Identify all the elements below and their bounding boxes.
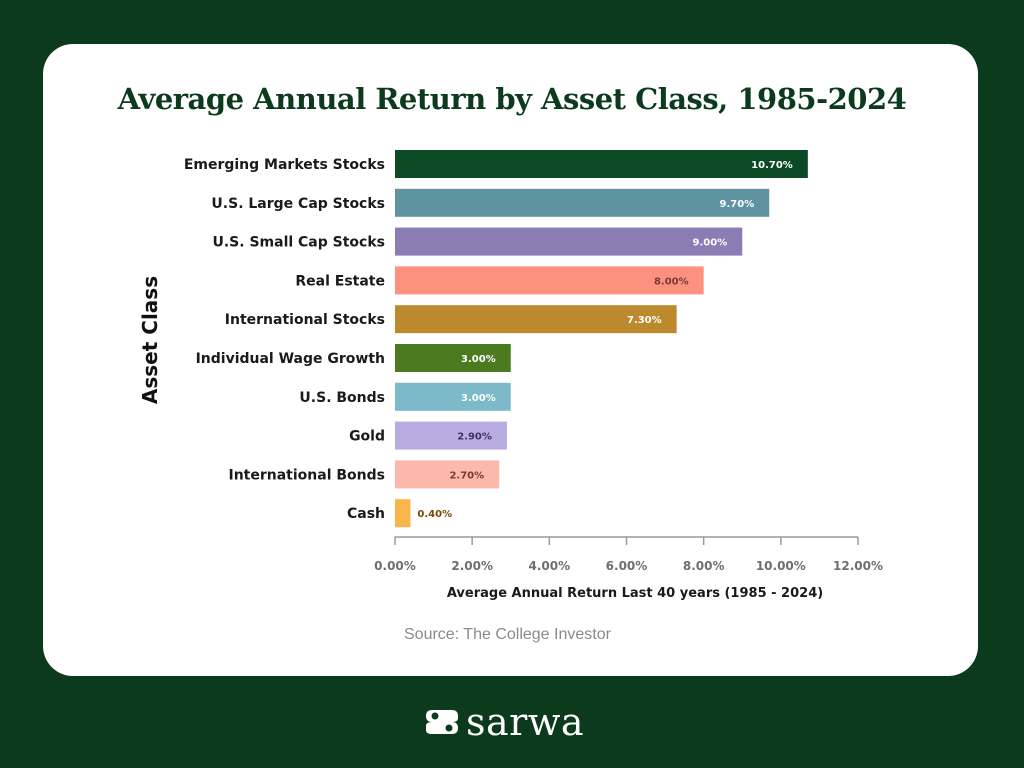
bar <box>395 382 511 411</box>
x-tick-label: 2.00% <box>451 559 493 573</box>
data-label: 2.90% <box>457 432 492 443</box>
x-tick-label: 6.00% <box>606 559 648 573</box>
x-tick-label: 8.00% <box>683 559 725 573</box>
category-label: International Stocks <box>225 312 385 328</box>
category-label: Emerging Markets Stocks <box>184 157 385 173</box>
category-label: Real Estate <box>295 273 385 289</box>
category-label: Cash <box>347 506 385 522</box>
category-label: U.S. Bonds <box>299 390 385 406</box>
sarwa-logo: sarwa <box>424 700 584 744</box>
data-label: 3.00% <box>461 393 496 404</box>
x-tick-label: 0.00% <box>374 559 416 573</box>
bar <box>395 499 411 528</box>
y-axis-title: Asset Class <box>138 276 162 404</box>
data-label: 7.30% <box>627 315 662 326</box>
category-label: U.S. Small Cap Stocks <box>212 235 385 251</box>
x-tick-label: 12.00% <box>833 559 883 573</box>
bar <box>395 421 507 450</box>
bar <box>395 188 770 217</box>
logo-text: sarwa <box>466 700 585 744</box>
data-label: 9.70% <box>720 199 755 210</box>
bar <box>395 460 500 489</box>
data-label: 0.40% <box>417 509 452 520</box>
data-label: 3.00% <box>461 354 496 365</box>
bar <box>395 150 808 178</box>
x-axis-title: Average Annual Return Last 40 years (198… <box>447 586 823 601</box>
data-label: 8.00% <box>654 276 689 287</box>
category-label: Individual Wage Growth <box>196 351 385 367</box>
sarwa-logo-icon <box>426 710 458 734</box>
x-tick-label: 4.00% <box>529 559 571 573</box>
data-label: 10.70% <box>751 160 793 171</box>
category-label: International Bonds <box>229 467 386 483</box>
chart-title: Average Annual Return by Asset Class, 19… <box>117 82 907 116</box>
category-label: Gold <box>349 429 385 445</box>
x-tick-label: 10.00% <box>756 559 806 573</box>
source-note: Source: The College Investor <box>404 626 611 643</box>
category-label: U.S. Large Cap Stocks <box>211 196 385 212</box>
bar <box>395 266 704 295</box>
data-label: 9.00% <box>693 238 728 249</box>
bar <box>395 227 743 256</box>
bar <box>395 344 511 372</box>
bar <box>395 305 677 334</box>
data-label: 2.70% <box>449 470 484 481</box>
